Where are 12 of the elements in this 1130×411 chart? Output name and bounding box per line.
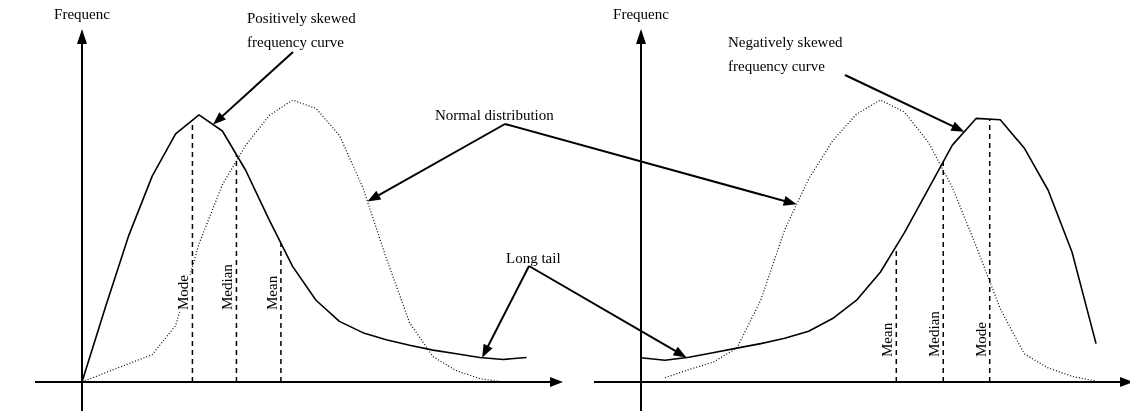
annotation: Mean (263, 275, 280, 310)
annotation: Normal distribution (435, 106, 555, 125)
y-axis-title: Frequenc (613, 6, 670, 22)
annotation: Median (926, 311, 943, 357)
text: Negatively skewed frequency curve (728, 33, 844, 76)
annotation: Median (219, 264, 236, 310)
annotation: Mode (175, 275, 192, 310)
y-axis-title: Frequenc (54, 6, 111, 22)
annotation: Long tail (506, 249, 562, 268)
text: Positively skewed frequency curve (247, 9, 357, 52)
annotation: Mean (879, 322, 896, 357)
annotation: Mode (972, 322, 989, 357)
